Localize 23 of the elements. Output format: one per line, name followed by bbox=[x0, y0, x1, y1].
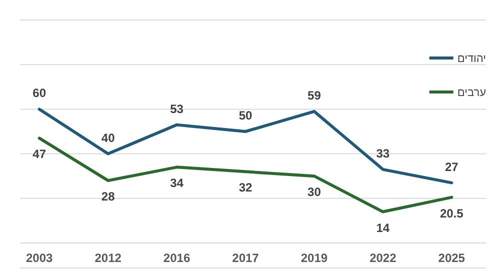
data-label: 20.5 bbox=[440, 206, 464, 220]
data-label: 34 bbox=[170, 176, 184, 190]
data-label: 33 bbox=[376, 146, 390, 160]
data-label: 28 bbox=[101, 190, 116, 204]
legend-label: ערבים bbox=[457, 87, 486, 99]
data-label: 32 bbox=[238, 180, 252, 195]
data-label: 50 bbox=[238, 108, 252, 122]
x-tick-label: 2017 bbox=[232, 251, 260, 265]
x-tick-label: 2019 bbox=[300, 251, 328, 265]
data-label: 47 bbox=[32, 147, 46, 162]
legend-label: יהודים bbox=[457, 53, 486, 65]
x-tick-label: 2022 bbox=[370, 251, 397, 265]
data-label: 53 bbox=[170, 102, 184, 116]
x-tick-label: 2003 bbox=[26, 251, 54, 265]
data-label: 60 bbox=[32, 86, 46, 100]
data-label: 27 bbox=[444, 160, 459, 174]
x-tick-label: 2025 bbox=[438, 251, 466, 265]
x-tick-label: 2016 bbox=[163, 251, 190, 265]
data-label: 14 bbox=[376, 220, 390, 235]
data-label: 40 bbox=[101, 130, 116, 145]
data-label: 30 bbox=[308, 185, 322, 200]
x-tick-label: 2012 bbox=[94, 251, 122, 265]
data-label: 59 bbox=[308, 88, 322, 102]
